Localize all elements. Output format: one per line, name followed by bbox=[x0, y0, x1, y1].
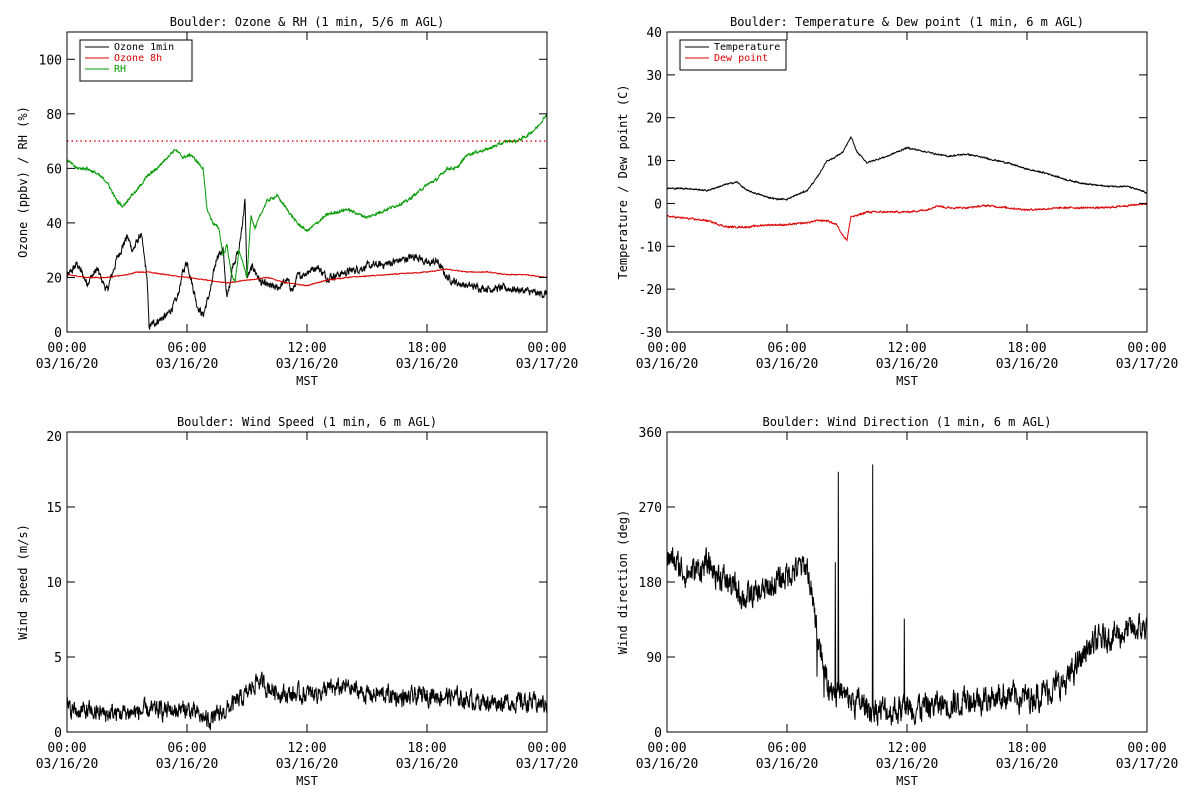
y-tick-label: -30 bbox=[639, 326, 662, 341]
y-tick-label: 0 bbox=[654, 726, 662, 741]
x-tick-date-label: 03/16/20 bbox=[996, 357, 1059, 372]
y-axis-label: Temperature / Dew point (C) bbox=[616, 84, 630, 279]
x-tick-time-label: 00:00 bbox=[647, 741, 686, 756]
series-temperature-line bbox=[667, 136, 1147, 201]
x-tick-time-label: 06:00 bbox=[167, 341, 206, 356]
y-tick-label: -10 bbox=[639, 240, 662, 255]
x-tick-date-label: 03/16/20 bbox=[156, 757, 219, 772]
chart-title: Boulder: Wind Speed (1 min, 6 m AGL) bbox=[177, 415, 437, 429]
y-tick-label: 30 bbox=[646, 69, 662, 84]
legend-entry-label: Ozone 1min bbox=[114, 42, 174, 53]
y-tick-label: 20 bbox=[46, 271, 62, 286]
y-tick-label: 5 bbox=[54, 651, 62, 666]
x-tick-time-label: 06:00 bbox=[167, 741, 206, 756]
x-tick-time-label: 00:00 bbox=[647, 341, 686, 356]
y-tick-label: 10 bbox=[646, 155, 662, 170]
x-tick-time-label: 00:00 bbox=[527, 341, 566, 356]
x-tick-time-label: 12:00 bbox=[287, 741, 326, 756]
series-ozone-8h-line bbox=[67, 268, 547, 287]
x-axis-label: MST bbox=[296, 374, 318, 388]
x-axis-label: MST bbox=[896, 774, 918, 788]
legend-box bbox=[679, 39, 787, 71]
x-tick-time-label: 06:00 bbox=[767, 741, 806, 756]
x-tick-date-label: 03/17/20 bbox=[1116, 357, 1179, 372]
y-tick-label: 100 bbox=[39, 53, 62, 68]
y-tick-label: 180 bbox=[639, 576, 662, 591]
x-tick-date-label: 03/16/20 bbox=[756, 357, 819, 372]
x-tick-time-label: 00:00 bbox=[47, 741, 86, 756]
chart-title: Boulder: Ozone & RH (1 min, 5/6 m AGL) bbox=[170, 15, 445, 29]
legend-entry-label: Temperature bbox=[714, 42, 780, 53]
y-axis-label: Wind direction (deg) bbox=[616, 510, 630, 655]
series-dew-point-line bbox=[667, 202, 1147, 242]
x-tick-date-label: 03/17/20 bbox=[1116, 757, 1179, 772]
y-tick-label: 0 bbox=[54, 726, 62, 741]
y-tick-label: 40 bbox=[46, 217, 62, 232]
x-tick-date-label: 03/16/20 bbox=[396, 757, 459, 772]
x-tick-date-label: 03/16/20 bbox=[636, 757, 699, 772]
x-tick-time-label: 18:00 bbox=[407, 741, 446, 756]
x-tick-date-label: 03/16/20 bbox=[756, 757, 819, 772]
chart-wind_dir: 09018027036000:0003/16/2006:0003/16/2012… bbox=[616, 415, 1178, 788]
chart-title: Boulder: Wind Direction (1 min, 6 m AGL) bbox=[763, 415, 1052, 429]
x-tick-date-label: 03/16/20 bbox=[876, 357, 939, 372]
y-tick-label: 360 bbox=[639, 426, 662, 441]
y-tick-label: 80 bbox=[46, 108, 62, 123]
series-rh-line bbox=[67, 112, 547, 283]
legend-entry-label: Ozone 8h bbox=[114, 53, 162, 64]
x-tick-time-label: 18:00 bbox=[407, 341, 446, 356]
x-tick-date-label: 03/17/20 bbox=[516, 757, 579, 772]
y-tick-label: 10 bbox=[46, 576, 62, 591]
x-tick-date-label: 03/16/20 bbox=[996, 757, 1059, 772]
x-tick-time-label: 00:00 bbox=[1127, 741, 1166, 756]
y-axis-label: Wind speed (m/s) bbox=[16, 524, 30, 640]
x-tick-time-label: 12:00 bbox=[887, 341, 926, 356]
x-axis-label: MST bbox=[296, 774, 318, 788]
x-tick-time-label: 00:00 bbox=[1127, 341, 1166, 356]
x-tick-time-label: 12:00 bbox=[887, 741, 926, 756]
x-tick-time-label: 12:00 bbox=[287, 341, 326, 356]
chart-title: Boulder: Temperature & Dew point (1 min,… bbox=[730, 15, 1084, 29]
x-tick-time-label: 18:00 bbox=[1007, 741, 1046, 756]
y-tick-label: 0 bbox=[654, 197, 662, 212]
x-axis-label: MST bbox=[896, 374, 918, 388]
y-tick-label: 20 bbox=[46, 430, 62, 445]
series-wind_speed-line bbox=[67, 671, 547, 731]
y-tick-label: 0 bbox=[54, 326, 62, 341]
y-tick-label: 270 bbox=[639, 501, 662, 516]
series-wind_dir-line bbox=[667, 464, 1147, 726]
x-tick-time-label: 00:00 bbox=[47, 341, 86, 356]
x-tick-time-label: 06:00 bbox=[767, 341, 806, 356]
legend-entry-label: RH bbox=[114, 64, 126, 75]
x-tick-date-label: 03/16/20 bbox=[156, 357, 219, 372]
chart-temp_dew: -30-20-1001020304000:0003/16/2006:0003/1… bbox=[616, 15, 1178, 388]
y-tick-label: 20 bbox=[646, 112, 662, 127]
legend-entry-label: Dew point bbox=[714, 53, 768, 64]
y-tick-label: 60 bbox=[46, 162, 62, 177]
x-tick-date-label: 03/16/20 bbox=[876, 757, 939, 772]
x-tick-date-label: 03/16/20 bbox=[36, 757, 99, 772]
x-tick-date-label: 03/16/20 bbox=[636, 357, 699, 372]
y-axis-label: Ozone (ppbv) / RH (%) bbox=[16, 106, 30, 258]
y-tick-label: -20 bbox=[639, 283, 662, 298]
series-ozone-1min-line bbox=[67, 198, 547, 331]
chart-ozone_rh: 02040608010000:0003/16/2006:0003/16/2012… bbox=[16, 15, 578, 388]
chart-wind_speed: 0510152000:0003/16/2006:0003/16/2012:000… bbox=[16, 415, 578, 788]
y-tick-label: 90 bbox=[646, 651, 662, 666]
x-tick-date-label: 03/16/20 bbox=[36, 357, 99, 372]
x-tick-date-label: 03/17/20 bbox=[516, 357, 579, 372]
x-tick-date-label: 03/16/20 bbox=[396, 357, 459, 372]
x-tick-date-label: 03/16/20 bbox=[276, 357, 339, 372]
x-tick-time-label: 00:00 bbox=[527, 741, 566, 756]
y-tick-label: 15 bbox=[46, 501, 62, 516]
x-tick-time-label: 18:00 bbox=[1007, 341, 1046, 356]
x-tick-date-label: 03/16/20 bbox=[276, 757, 339, 772]
y-tick-label: 40 bbox=[646, 26, 662, 41]
